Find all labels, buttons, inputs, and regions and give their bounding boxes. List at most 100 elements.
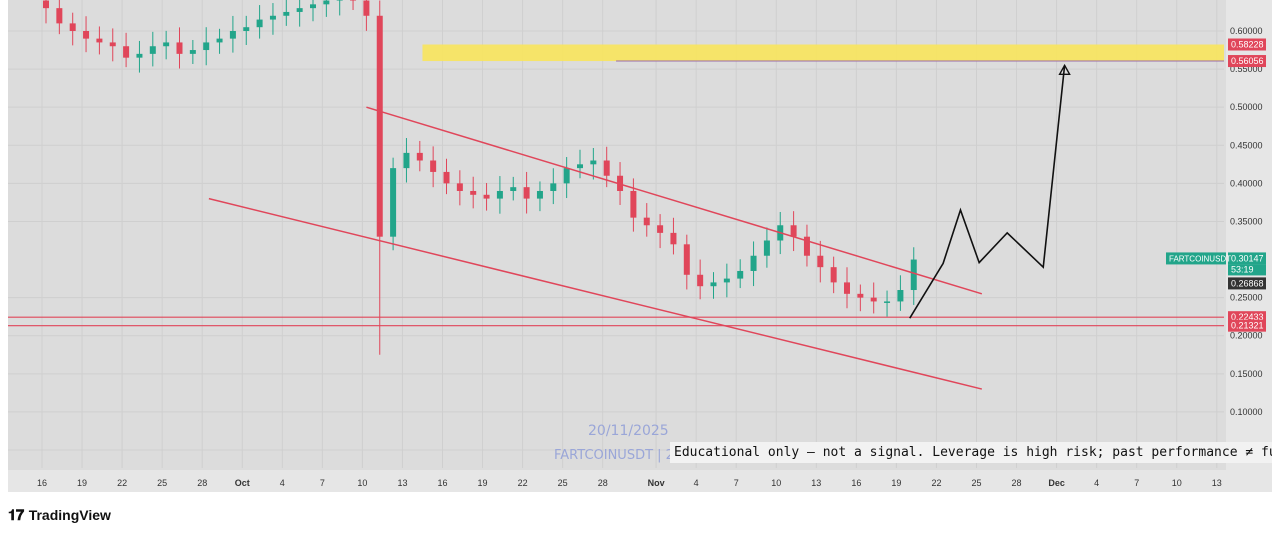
candle-body xyxy=(176,42,183,54)
candle-body xyxy=(123,46,130,58)
x-tick-label: 16 xyxy=(437,478,447,488)
candle-body xyxy=(350,0,357,1)
candle-body xyxy=(643,217,650,226)
candle-body xyxy=(336,0,343,1)
symbol-tag: FARTCOINUSDT xyxy=(1169,254,1231,263)
price-label-box xyxy=(1228,55,1266,68)
candle-body xyxy=(536,190,543,199)
channel-upper-line xyxy=(366,106,983,295)
price-label-box xyxy=(1228,277,1266,290)
candle-body xyxy=(737,270,744,279)
x-tick-label: Dec xyxy=(1048,478,1065,488)
candle-body xyxy=(163,42,170,47)
candle-body xyxy=(390,168,397,237)
x-tick-label: 4 xyxy=(1094,478,1099,488)
x-tick-label: 19 xyxy=(77,478,87,488)
candle-body xyxy=(817,255,824,268)
candle-body xyxy=(710,282,717,287)
x-tick-label: 13 xyxy=(811,478,821,488)
candle-body xyxy=(550,183,557,191)
candle-body xyxy=(243,27,250,31)
candle-body xyxy=(577,164,583,169)
x-tick-label: 10 xyxy=(771,478,781,488)
candle-body xyxy=(149,46,156,54)
candle-body xyxy=(683,244,690,275)
x-tick-label: 7 xyxy=(734,478,739,488)
candle-body xyxy=(376,15,383,237)
price-label-text: 0.56056 xyxy=(1231,56,1264,66)
candle-body xyxy=(310,4,316,9)
candle-body xyxy=(323,0,330,5)
candle-body xyxy=(56,8,63,24)
x-tick-label: 13 xyxy=(1212,478,1222,488)
candle-body xyxy=(830,267,837,283)
x-tick-label: 22 xyxy=(931,478,941,488)
candle-body xyxy=(657,225,664,233)
x-tick-label: 25 xyxy=(157,478,167,488)
candle-body xyxy=(563,168,570,184)
x-tick-label: 4 xyxy=(694,478,699,488)
resistance-zone xyxy=(422,44,1225,62)
candle-body xyxy=(510,187,517,191)
candle-body xyxy=(870,297,877,302)
y-tick-label: 0.50000 xyxy=(1230,102,1263,112)
y-tick-label: 0.35000 xyxy=(1230,216,1263,226)
chart-area[interactable]: 0.60000 0.55000 0.50000 0.45000 0.40000 0.350… xyxy=(8,0,1272,492)
y-tick-label: 0.45000 xyxy=(1230,140,1263,150)
x-tick-label: 13 xyxy=(397,478,407,488)
candle-body xyxy=(109,42,116,47)
candle-body xyxy=(283,11,290,16)
candle-body xyxy=(269,15,276,20)
price-label-box xyxy=(1228,38,1266,51)
price-label-text: 0.26868 xyxy=(1231,278,1264,288)
candle-body xyxy=(483,194,490,199)
tradingview-logo-icon: 𝟏𝟕 xyxy=(8,506,24,524)
x-tick-label: 22 xyxy=(518,478,528,488)
x-tick-label: 16 xyxy=(851,478,861,488)
symbol-tag-box xyxy=(1166,252,1226,265)
price-label-box xyxy=(1228,252,1266,265)
candle-body xyxy=(256,19,263,28)
candle-body xyxy=(430,160,437,172)
watermark-symbol: FARTCOINUSDT | 2 xyxy=(554,448,674,463)
y-tick-label: 0.15000 xyxy=(1230,369,1263,379)
candle-body xyxy=(456,183,463,191)
candle-body xyxy=(443,171,450,184)
candle-body xyxy=(590,160,597,165)
candle-body xyxy=(523,187,530,199)
watermark-date: 20/11/2025 xyxy=(588,423,669,439)
x-tick-label: 28 xyxy=(1012,478,1022,488)
forecast-path xyxy=(909,65,1066,319)
candle-body xyxy=(630,190,637,218)
price-chart[interactable]: 0.60000 0.55000 0.50000 0.45000 0.40000 0.350… xyxy=(8,0,1272,492)
x-tick-label: 10 xyxy=(1172,478,1182,488)
brand-name: TradingView xyxy=(28,507,111,523)
candle-body xyxy=(884,301,891,303)
candle-body xyxy=(844,282,850,294)
x-tick-label: 19 xyxy=(478,478,488,488)
countdown-label: 53:19 xyxy=(1231,264,1254,274)
candle-body xyxy=(416,152,423,161)
candle-body xyxy=(750,255,757,271)
x-tick-label: 28 xyxy=(598,478,608,488)
y-tick-label: 0.20000 xyxy=(1230,331,1263,341)
candle-body xyxy=(203,42,210,51)
candle-body xyxy=(43,0,49,9)
y-tick-label: 0.55000 xyxy=(1230,64,1263,74)
x-tick-label: 19 xyxy=(891,478,901,488)
x-tick-label: 25 xyxy=(558,478,568,488)
candle-body xyxy=(83,31,90,39)
candle-body xyxy=(189,50,196,54)
forecast-arrowhead xyxy=(1058,63,1071,75)
candle-body xyxy=(69,23,76,31)
x-tick-label: Nov xyxy=(648,478,665,488)
x-tick-label: 10 xyxy=(357,478,367,488)
x-tick-label: 7 xyxy=(320,478,325,488)
x-tick-label: Oct xyxy=(235,478,250,488)
candle-body xyxy=(470,190,477,195)
footer-brand[interactable]: 𝟏𝟕 TradingView xyxy=(8,505,111,525)
x-tick-label: 28 xyxy=(197,478,207,488)
candle-body xyxy=(216,38,223,43)
price-label-text: 0.22433 xyxy=(1231,312,1264,322)
candle-body xyxy=(229,31,236,39)
